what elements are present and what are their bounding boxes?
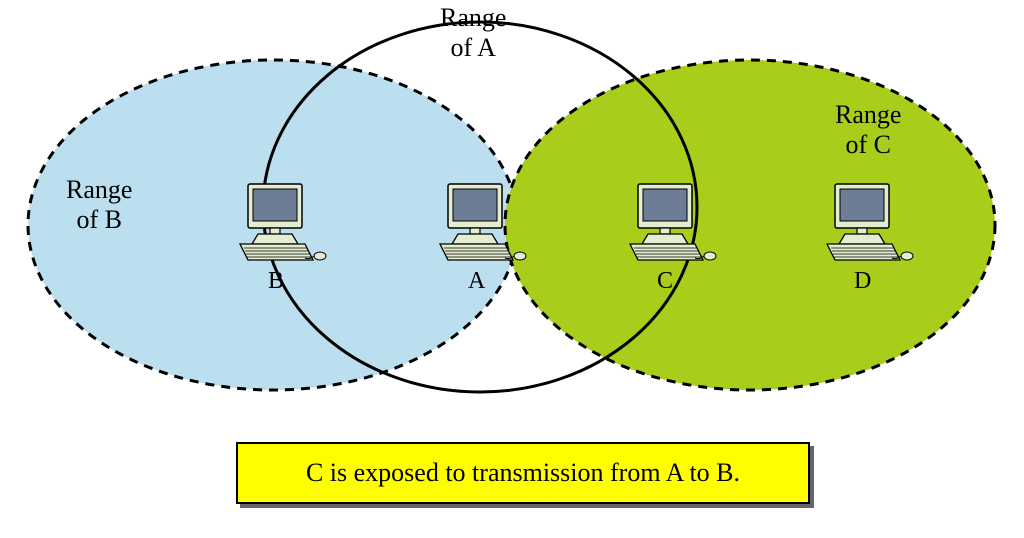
node-c-label: C xyxy=(657,268,673,295)
node-b-label: B xyxy=(268,268,284,295)
range-c-ellipse xyxy=(505,60,995,390)
diagram-stage: Range of B Range of A Range of C B A C D… xyxy=(0,0,1024,538)
range-c-label: Range of C xyxy=(835,100,901,160)
range-a-label: Range of A xyxy=(440,3,506,63)
caption-text: C is exposed to transmission from A to B… xyxy=(306,458,740,488)
caption-box: C is exposed to transmission from A to B… xyxy=(236,442,810,504)
range-b-label: Range of B xyxy=(66,175,132,235)
node-a-label: A xyxy=(468,268,485,295)
node-d-label: D xyxy=(854,268,871,295)
